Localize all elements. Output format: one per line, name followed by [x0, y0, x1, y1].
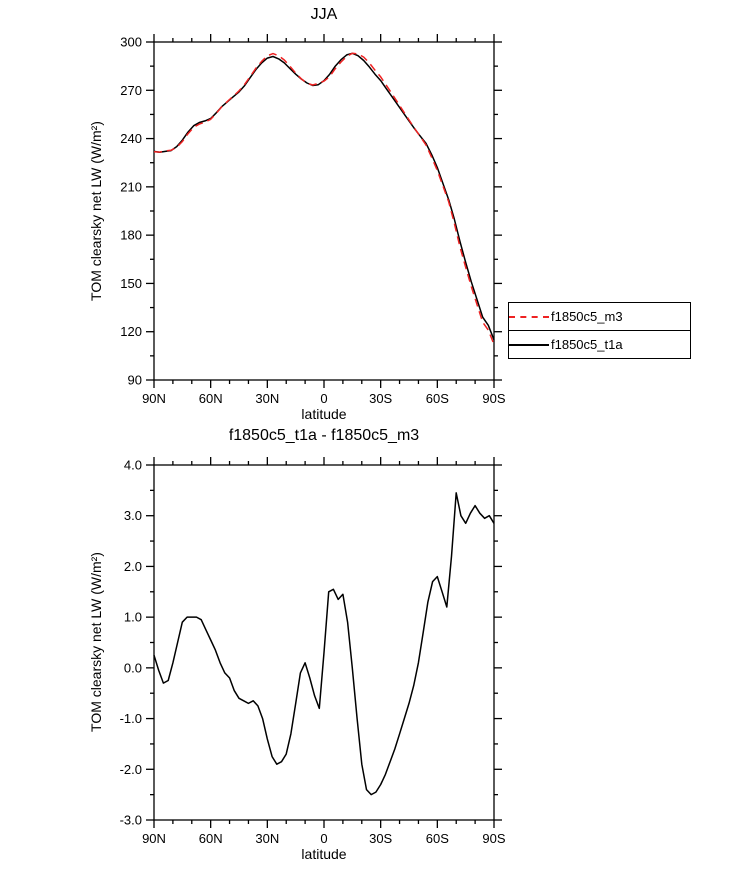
x-tick-label: 60S: [426, 391, 449, 406]
legend: f1850c5_m3 f1850c5_t1a: [508, 302, 691, 359]
x-tick-label: 0: [320, 831, 327, 846]
x-tick-label: 60S: [426, 831, 449, 846]
y-tick-label: 180: [120, 228, 142, 243]
y-tick-label: 90: [128, 373, 142, 388]
x-tick-label: 30N: [255, 391, 279, 406]
series-line: [153, 492, 495, 796]
y-tick-label: -1.0: [120, 711, 142, 726]
y-tick-label: 1.0: [124, 610, 142, 625]
top-y-axis-label: TOM clearsky net LW (W/m²): [88, 121, 104, 301]
y-tick-label: 210: [120, 179, 142, 194]
x-tick-label: 60N: [199, 391, 223, 406]
bottom-y-axis-label: TOM clearsky net LW (W/m²): [88, 552, 104, 732]
chart-area-1: 90N 60N 30N 0 30S 60S 90S 4.0 3.0 2.0 1.0 0.0 -1.0 -2…: [120, 457, 506, 846]
y-tick-label: 300: [120, 35, 142, 50]
y-tick-label: 2.0: [124, 559, 142, 574]
legend-item-f1850c5-m3: f1850c5_m3: [509, 303, 690, 330]
bottom-x-axis-label: latitude: [301, 846, 347, 862]
plot-box: [153, 41, 495, 381]
y-tick-label: 240: [120, 131, 142, 146]
y-tick-label: 3.0: [124, 508, 142, 523]
plot-box: [153, 464, 495, 821]
top-x-axis-label: latitude: [301, 406, 347, 422]
x-tick-label: 0: [320, 391, 327, 406]
chart-area-0: 90N 60N 30N 0 30S 60S 90S 300 270 240 210 180 150 120…: [120, 34, 506, 406]
series-line: [153, 52, 495, 341]
y-tick-label: 270: [120, 83, 142, 98]
x-tick-label: 60N: [199, 831, 223, 846]
x-tick-label: 90N: [142, 391, 166, 406]
x-tick-label: 30S: [369, 391, 392, 406]
top-chart-title: JJA: [310, 6, 338, 23]
x-tick-label: 30S: [369, 831, 392, 846]
legend-item-f1850c5-t1a: f1850c5_t1a: [509, 330, 690, 358]
legend-label-f1850c5-t1a: f1850c5_t1a: [551, 337, 623, 352]
x-tick-label: 90S: [482, 831, 505, 846]
y-tick-label: 0.0: [124, 660, 142, 675]
red-dashed-line-sample-icon: [509, 315, 549, 318]
y-tick-label: 120: [120, 324, 142, 339]
bottom-chart-title: f1850c5_t1a - f1850c5_m3: [228, 427, 420, 444]
black-solid-line-sample-icon: [509, 343, 549, 346]
x-tick-label: 90N: [142, 831, 166, 846]
y-tick-label: -3.0: [120, 813, 142, 828]
series-line: [153, 52, 495, 345]
y-tick-label: 4.0: [124, 458, 142, 473]
y-tick-label: 150: [120, 276, 142, 291]
y-tick-label: -2.0: [120, 762, 142, 777]
legend-label-f1850c5-m3: f1850c5_m3: [551, 309, 623, 324]
x-tick-label: 90S: [482, 391, 505, 406]
x-tick-label: 30N: [255, 831, 279, 846]
